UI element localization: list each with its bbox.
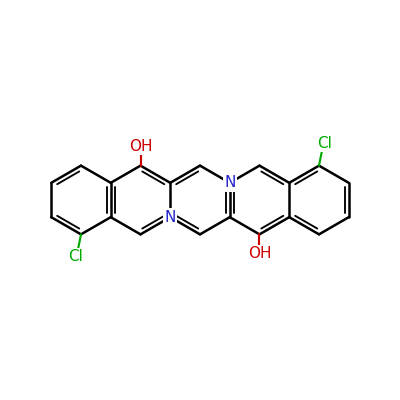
Text: OH: OH (248, 246, 271, 261)
Text: N: N (164, 210, 176, 225)
Text: Cl: Cl (68, 249, 83, 264)
Text: N: N (224, 175, 236, 190)
Text: Cl: Cl (317, 136, 332, 151)
Text: OH: OH (129, 139, 152, 154)
